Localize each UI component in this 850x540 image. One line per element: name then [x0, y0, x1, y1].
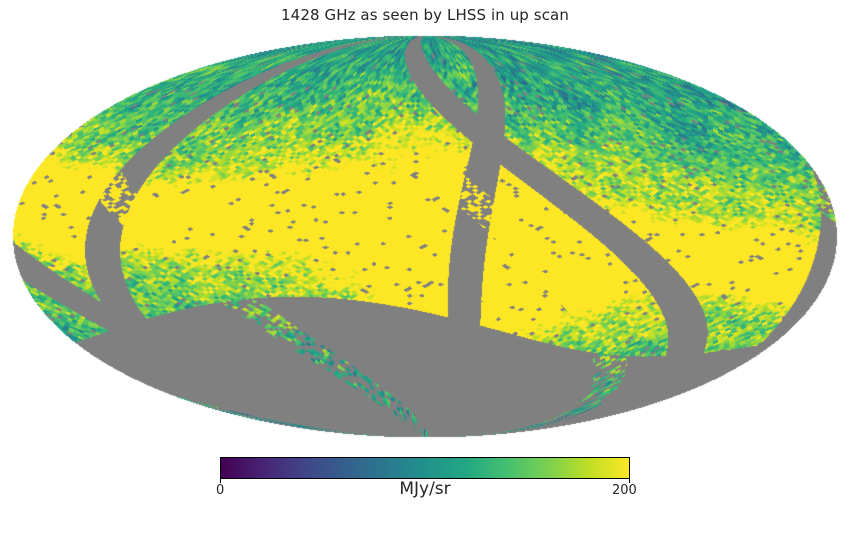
colorbar-gradient — [220, 457, 630, 479]
colorbar — [220, 457, 630, 483]
colorbar-tick-max-mark — [629, 479, 630, 483]
page-title: 1428 GHz as seen by LHSS in up scan — [281, 6, 569, 24]
sky-map-mollweide — [0, 28, 850, 448]
colorbar-tick-max-label: 200 — [612, 483, 637, 498]
colorbar-tick-min-label: 0 — [216, 483, 225, 498]
colorbar-unit-label: MJy/sr — [399, 479, 451, 499]
colorbar-tick-min-mark — [220, 479, 221, 483]
